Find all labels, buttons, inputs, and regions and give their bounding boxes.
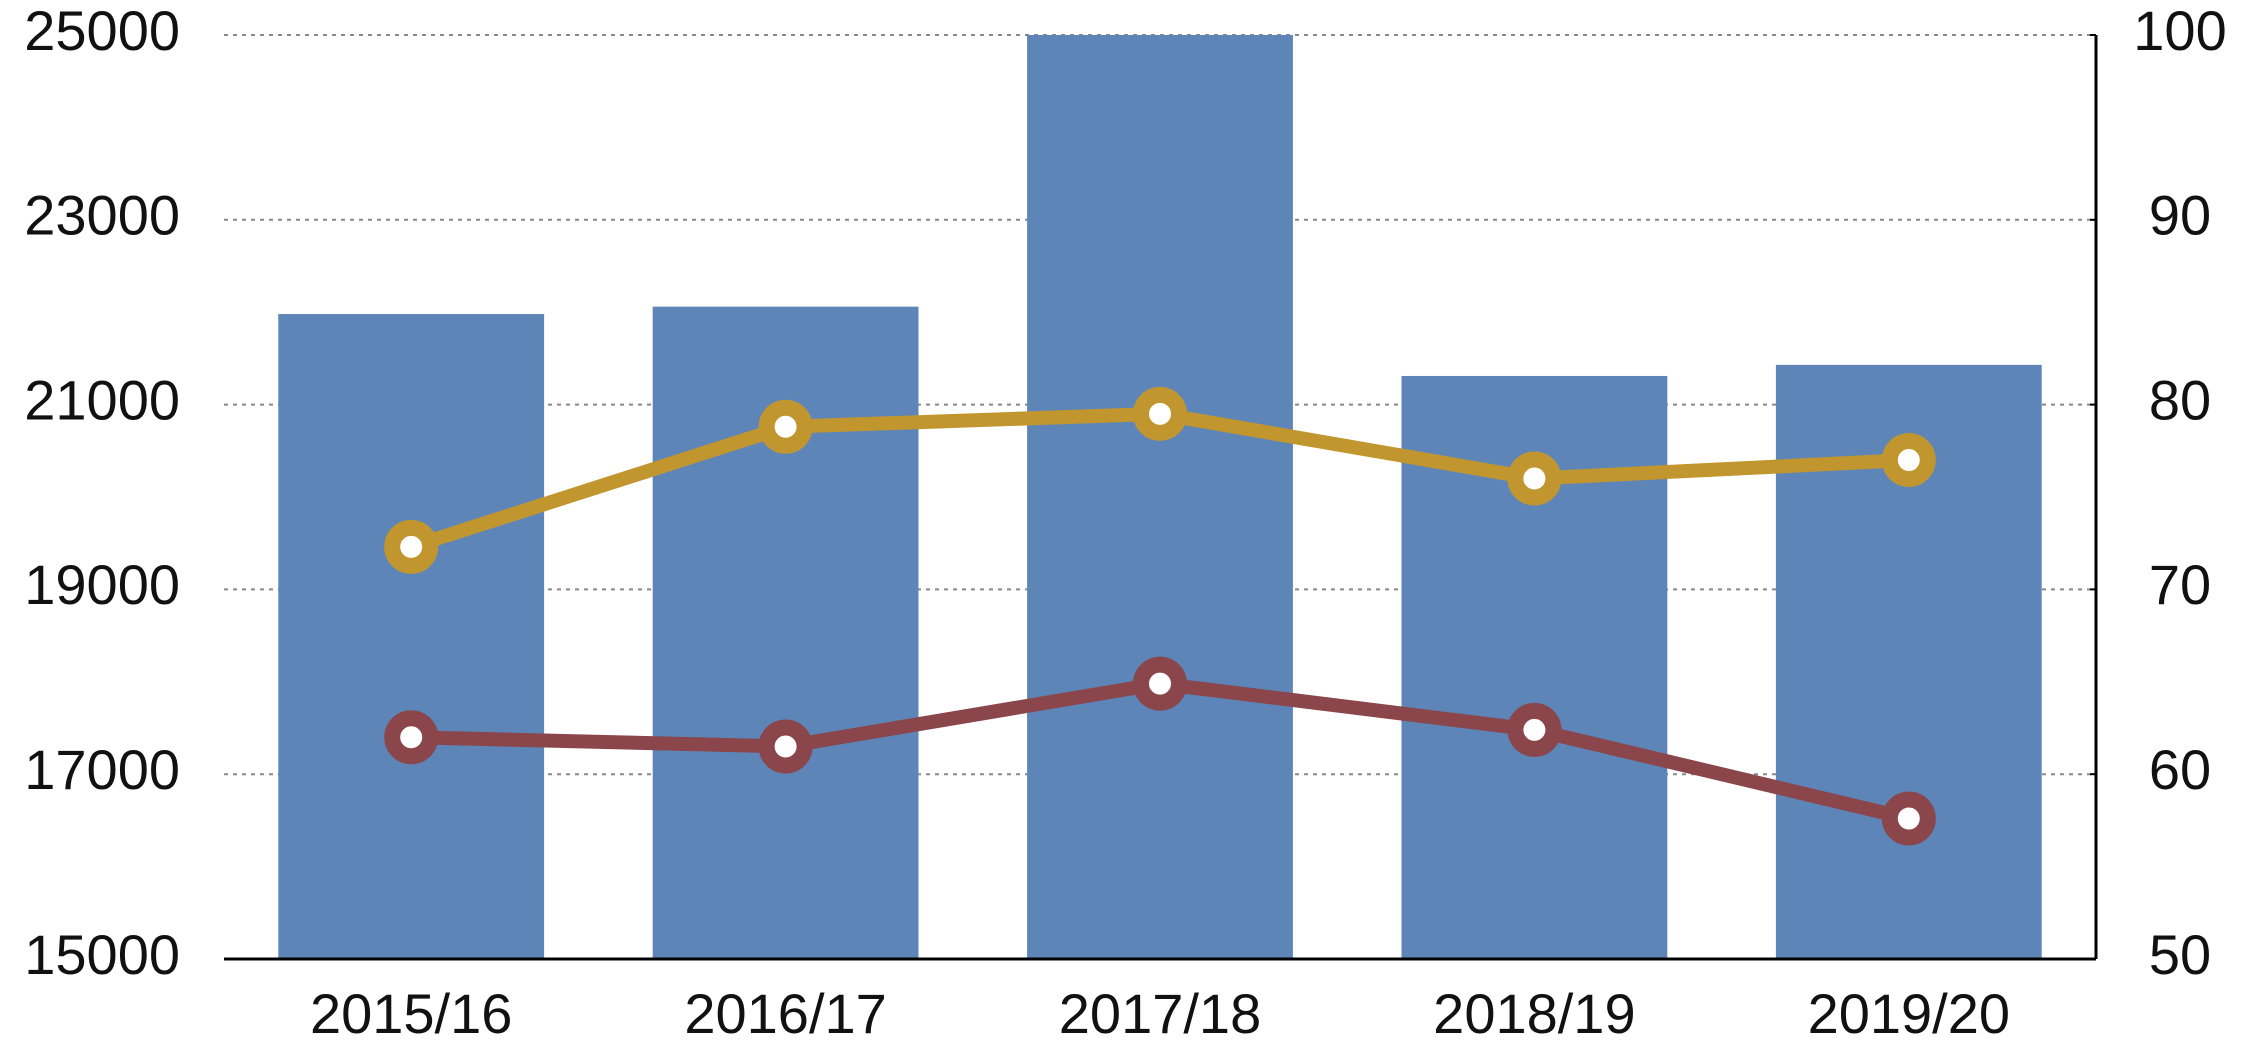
line-marker: [1507, 702, 1562, 757]
line-marker: [758, 719, 813, 774]
line-marker: [1881, 791, 1936, 846]
y-tick-label: 23000: [24, 184, 180, 247]
line-marker: [1133, 656, 1187, 711]
x-tick-label: 2017/18: [1059, 982, 1261, 1045]
line-marker: [1881, 433, 1936, 488]
y2-tick-label: 80: [2149, 368, 2211, 431]
y2-tick-label: 90: [2149, 184, 2211, 247]
x-tick-label: 2018/19: [1433, 982, 1635, 1045]
line-marker: [1507, 451, 1562, 506]
line-marker: [758, 399, 813, 454]
y-tick-label: 17000: [24, 738, 180, 801]
y2-tick-label: 60: [2149, 738, 2211, 801]
y-tick-label: 19000: [24, 553, 180, 616]
bar: [1027, 35, 1293, 959]
y2-tick-label: 50: [2149, 923, 2211, 986]
x-tick-label: 2019/20: [1808, 982, 2010, 1045]
y-tick-label: 25000: [24, 0, 180, 62]
line-marker: [384, 519, 439, 574]
x-tick-label: 2016/17: [684, 982, 886, 1045]
y-tick-label: 15000: [24, 923, 180, 986]
y2-tick-label: 100: [2133, 0, 2226, 62]
bar: [278, 314, 545, 960]
y2-tick-label: 70: [2149, 553, 2211, 616]
x-tick-label: 2015/16: [310, 982, 512, 1045]
line-marker: [384, 710, 439, 765]
line-marker: [1133, 386, 1187, 441]
y-tick-label: 21000: [24, 368, 180, 431]
